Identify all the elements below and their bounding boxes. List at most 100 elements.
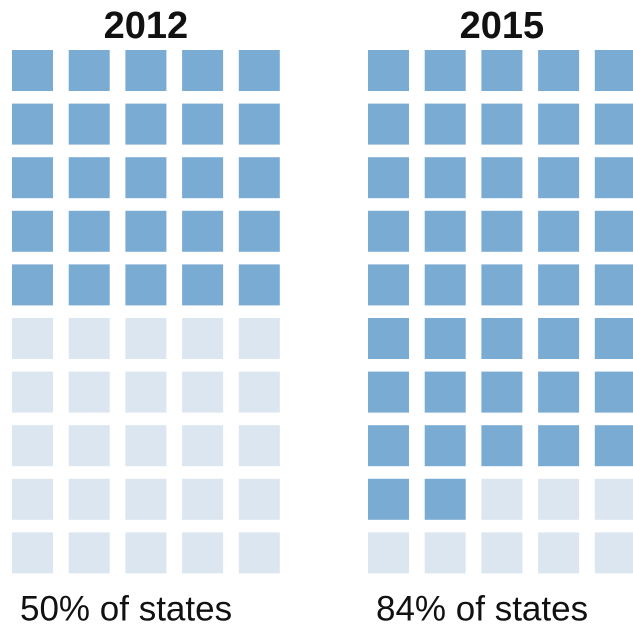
filled-square [424, 371, 466, 413]
empty-square [538, 478, 580, 520]
empty-square [182, 478, 224, 520]
filled-square [125, 50, 167, 91]
empty-square [594, 478, 633, 520]
filled-square [424, 318, 466, 359]
filled-square [68, 50, 110, 91]
filled-square [368, 318, 409, 359]
filled-square [594, 103, 633, 145]
filled-square [538, 210, 580, 252]
filled-square [538, 50, 580, 91]
filled-square [125, 264, 167, 306]
empty-square [481, 532, 523, 574]
filled-square [68, 157, 110, 199]
filled-square [538, 318, 580, 359]
empty-square [125, 532, 167, 574]
filled-square [538, 103, 580, 145]
empty-square [12, 318, 53, 359]
filled-square [238, 50, 280, 91]
filled-square [424, 478, 466, 520]
filled-square [424, 103, 466, 145]
filled-square [481, 210, 523, 252]
empty-square [481, 478, 523, 520]
filled-square [12, 50, 53, 91]
empty-square [68, 371, 110, 413]
filled-square [125, 103, 167, 145]
empty-square [12, 425, 53, 467]
filled-square [368, 478, 409, 520]
filled-square [594, 50, 633, 91]
filled-square [538, 425, 580, 467]
filled-square [368, 50, 409, 91]
empty-square [182, 318, 224, 359]
empty-square [125, 371, 167, 413]
filled-square [424, 264, 466, 306]
panel-title: 2012 [104, 5, 189, 47]
empty-square [12, 478, 53, 520]
filled-square [368, 103, 409, 145]
empty-square [182, 425, 224, 467]
filled-square [368, 210, 409, 252]
empty-square [68, 425, 110, 467]
empty-square [538, 532, 580, 574]
filled-square [538, 157, 580, 199]
filled-square [424, 50, 466, 91]
filled-square [12, 210, 53, 252]
empty-square [182, 371, 224, 413]
filled-square [481, 103, 523, 145]
empty-square [594, 532, 633, 574]
empty-square [125, 318, 167, 359]
filled-square [12, 264, 53, 306]
filled-square [12, 103, 53, 145]
filled-square [182, 210, 224, 252]
filled-square [238, 157, 280, 199]
empty-square [68, 532, 110, 574]
empty-square [68, 318, 110, 359]
empty-square [182, 532, 224, 574]
filled-square [238, 264, 280, 306]
empty-square [125, 425, 167, 467]
filled-square [182, 103, 224, 145]
filled-square [594, 371, 633, 413]
filled-square [68, 103, 110, 145]
filled-square [594, 157, 633, 199]
filled-square [424, 157, 466, 199]
filled-square [368, 371, 409, 413]
empty-square [238, 478, 280, 520]
filled-square [538, 264, 580, 306]
value-label: 50% of states [20, 589, 232, 628]
filled-square [594, 425, 633, 467]
filled-square [182, 157, 224, 199]
filled-square [481, 425, 523, 467]
filled-square [238, 210, 280, 252]
filled-square [68, 264, 110, 306]
filled-square [125, 210, 167, 252]
empty-square [125, 478, 167, 520]
empty-square [12, 371, 53, 413]
filled-square [368, 264, 409, 306]
empty-square [238, 318, 280, 359]
filled-square [368, 157, 409, 199]
empty-square [238, 532, 280, 574]
filled-square [368, 425, 409, 467]
filled-square [481, 157, 523, 199]
empty-square [238, 371, 280, 413]
filled-square [481, 264, 523, 306]
panel-title: 2015 [460, 5, 545, 47]
empty-square [12, 532, 53, 574]
filled-square [538, 371, 580, 413]
filled-square [594, 264, 633, 306]
empty-square [238, 425, 280, 467]
empty-square [68, 478, 110, 520]
empty-square [424, 532, 466, 574]
filled-square [68, 210, 110, 252]
filled-square [481, 371, 523, 413]
filled-square [182, 50, 224, 91]
filled-square [594, 318, 633, 359]
filled-square [481, 318, 523, 359]
empty-square [368, 532, 409, 574]
filled-square [481, 50, 523, 91]
filled-square [424, 425, 466, 467]
value-label: 84% of states [376, 589, 588, 628]
filled-square [182, 264, 224, 306]
